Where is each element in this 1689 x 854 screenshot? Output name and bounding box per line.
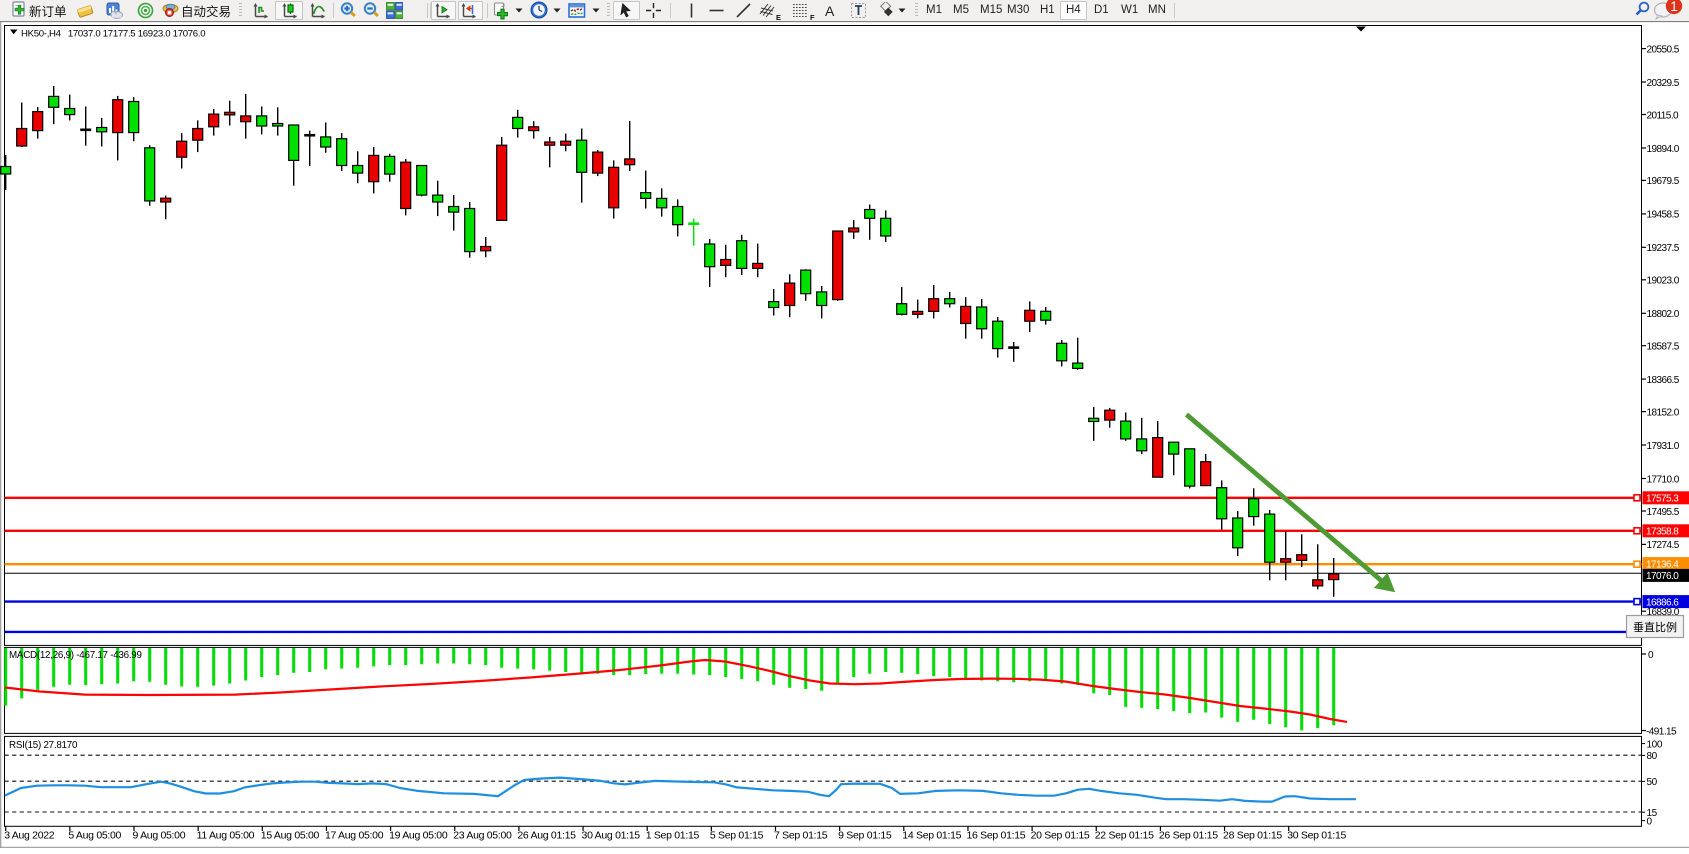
svg-text:50: 50: [1647, 777, 1658, 788]
svg-text:18802.0: 18802.0: [1647, 309, 1680, 320]
svg-text:RSI(15) 27.8170: RSI(15) 27.8170: [9, 740, 78, 751]
svg-text:17076.0: 17076.0: [1646, 571, 1679, 582]
svg-text:20550.5: 20550.5: [1647, 44, 1680, 55]
svg-text:7 Sep 01:15: 7 Sep 01:15: [774, 830, 828, 842]
svg-text:19023.0: 19023.0: [1647, 276, 1680, 287]
svg-text:19894.0: 19894.0: [1647, 144, 1680, 155]
svg-text:20329.5: 20329.5: [1647, 78, 1680, 89]
svg-text:15 Aug 05:00: 15 Aug 05:00: [261, 830, 320, 842]
svg-text:9 Aug 05:00: 9 Aug 05:00: [133, 830, 186, 842]
svg-text:22 Sep 01:15: 22 Sep 01:15: [1095, 830, 1154, 842]
svg-text:18366.5: 18366.5: [1647, 375, 1680, 386]
svg-text:5 Aug 05:00: 5 Aug 05:00: [68, 830, 121, 842]
svg-text:20115.0: 20115.0: [1647, 110, 1680, 121]
svg-text:17931.0: 17931.0: [1647, 441, 1680, 452]
svg-text:17274.5: 17274.5: [1647, 540, 1680, 551]
svg-text:5 Sep 01:15: 5 Sep 01:15: [710, 830, 764, 842]
svg-text:18152.0: 18152.0: [1647, 407, 1680, 418]
svg-text:17710.0: 17710.0: [1647, 474, 1680, 485]
svg-text:23 Aug 05:00: 23 Aug 05:00: [453, 830, 512, 842]
svg-text:17495.5: 17495.5: [1647, 507, 1680, 518]
svg-text:19679.5: 19679.5: [1647, 176, 1680, 187]
svg-text:19 Aug 05:00: 19 Aug 05:00: [389, 830, 448, 842]
svg-text:20 Sep 01:15: 20 Sep 01:15: [1031, 830, 1090, 842]
svg-text:9 Sep 01:15: 9 Sep 01:15: [838, 830, 892, 842]
svg-text:26 Sep 01:15: 26 Sep 01:15: [1159, 830, 1218, 842]
svg-text:MACD(12,26,9) -467.17 -436.99: MACD(12,26,9) -467.17 -436.99: [9, 650, 142, 661]
svg-text:30 Aug 01:15: 30 Aug 01:15: [582, 830, 641, 842]
svg-text:HK50-,H4 17037.0 17177.5 169: HK50-,H4 17037.0 17177.5 16923.0 17076.0: [21, 28, 205, 39]
svg-text:30 Sep 01:15: 30 Sep 01:15: [1287, 830, 1346, 842]
svg-text:0: 0: [1647, 816, 1653, 827]
svg-text:26 Aug 01:15: 26 Aug 01:15: [517, 830, 576, 842]
svg-text:1 Sep 01:15: 1 Sep 01:15: [646, 830, 700, 842]
svg-text:18587.5: 18587.5: [1647, 342, 1680, 353]
svg-text:17136.4: 17136.4: [1646, 559, 1679, 570]
svg-text:19237.5: 19237.5: [1647, 243, 1680, 254]
svg-text:3 Aug 2022: 3 Aug 2022: [4, 830, 55, 842]
svg-text:11 Aug 05:00: 11 Aug 05:00: [197, 830, 255, 842]
svg-text:1: 1: [1670, 0, 1678, 14]
svg-text:17358.8: 17358.8: [1646, 527, 1679, 538]
svg-text:28 Sep 01:15: 28 Sep 01:15: [1223, 830, 1282, 842]
svg-text:16886.6: 16886.6: [1646, 597, 1679, 608]
svg-text:14 Sep 01:15: 14 Sep 01:15: [902, 830, 961, 842]
svg-text:100: 100: [1647, 739, 1663, 750]
svg-text:16 Sep 01:15: 16 Sep 01:15: [966, 830, 1025, 842]
svg-text:-491.15: -491.15: [1646, 726, 1677, 737]
svg-text:19458.5: 19458.5: [1647, 210, 1680, 221]
svg-text:80: 80: [1647, 751, 1658, 762]
svg-text:17 Aug 05:00: 17 Aug 05:00: [325, 830, 384, 842]
svg-text:0: 0: [1648, 650, 1654, 661]
svg-text:垂直比例: 垂直比例: [1633, 620, 1677, 634]
svg-text:17575.3: 17575.3: [1646, 494, 1679, 505]
